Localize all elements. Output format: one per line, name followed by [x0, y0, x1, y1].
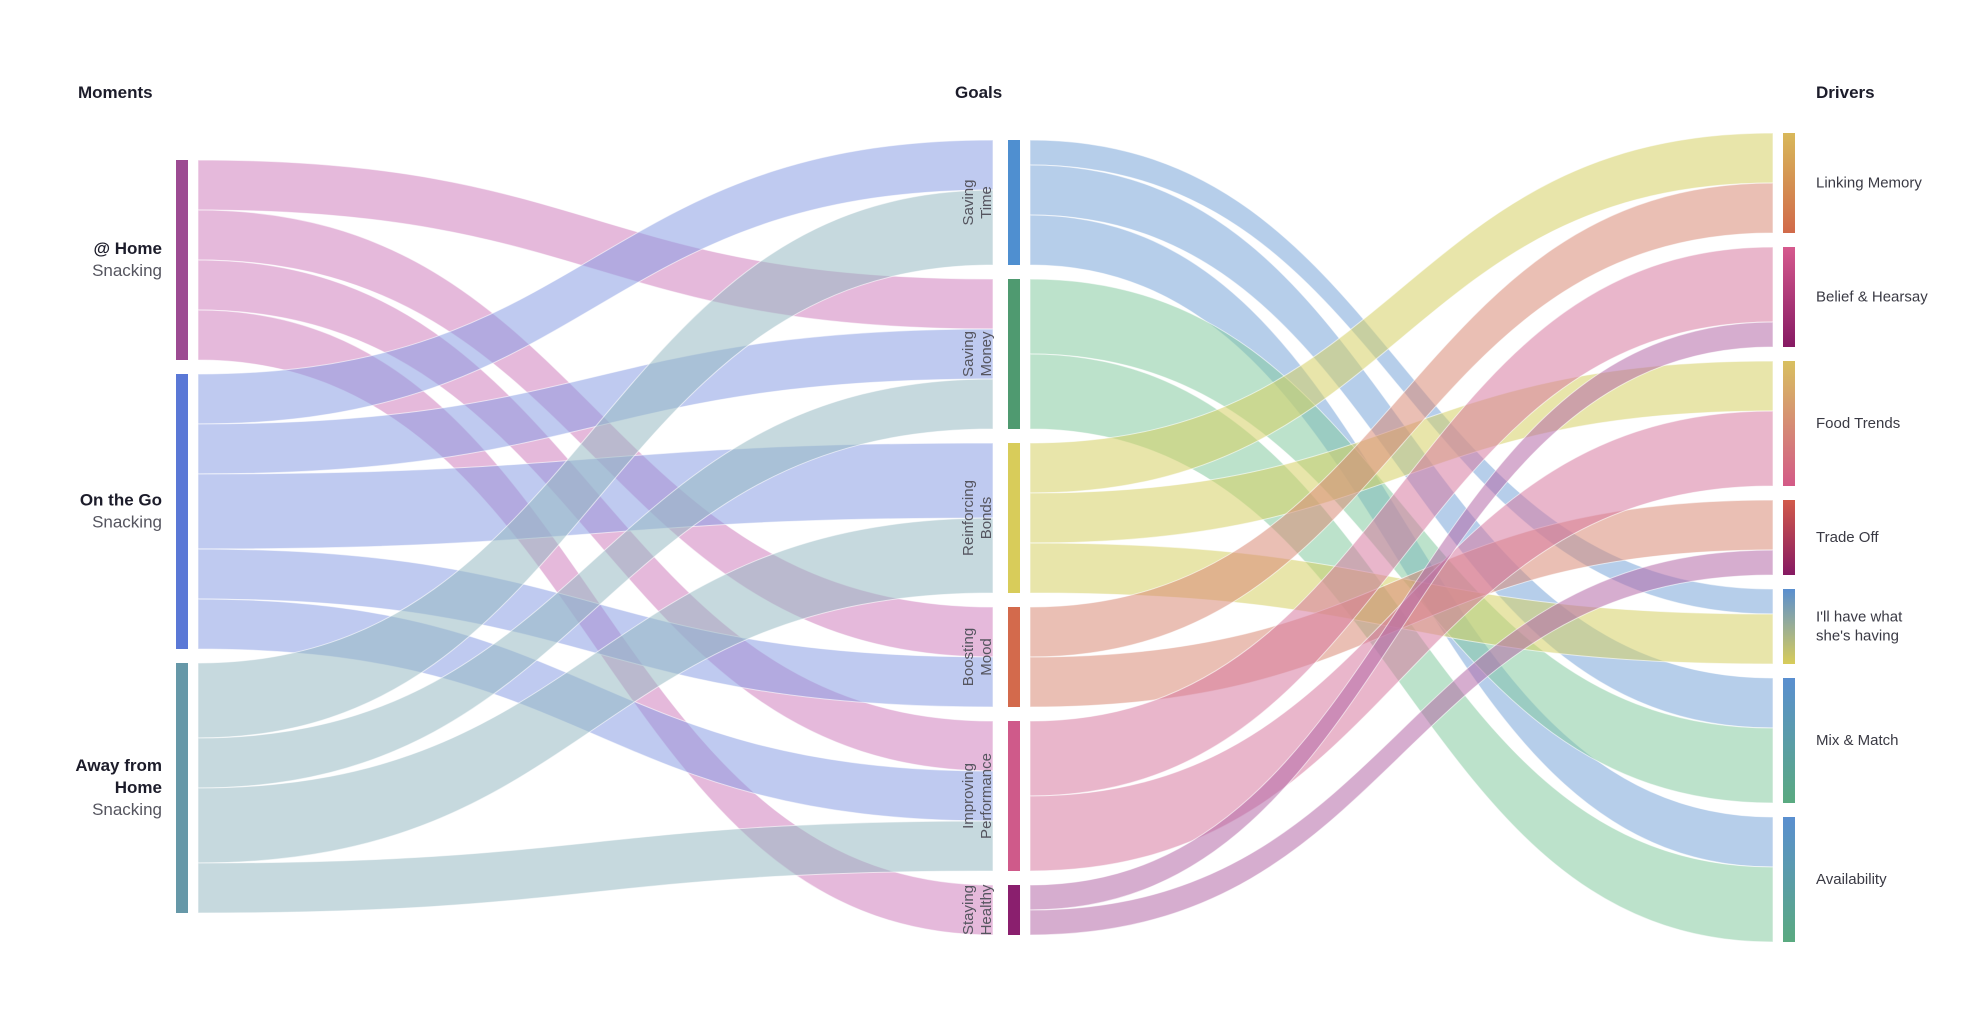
- moment-node-away: [176, 663, 188, 913]
- goal-node-mood: [1008, 607, 1020, 707]
- goal-label-line: Saving: [960, 331, 977, 377]
- labels: @ Home Snacking On the Go Snacking Away from…: [75, 175, 1928, 936]
- driver-label-trends: Food Trends: [1816, 415, 1900, 432]
- goal-label-line: Improving: [960, 763, 977, 829]
- driver-node-have: [1783, 589, 1795, 664]
- moment-label-away: Home: [115, 778, 162, 797]
- moment-label-home: Snacking: [92, 261, 162, 280]
- driver-label-avail: Availability: [1816, 871, 1887, 888]
- goal-label-health: Staying Healthy: [960, 884, 995, 935]
- moment-label-home: @ Home: [93, 239, 162, 258]
- goal-node-bonds: [1008, 443, 1020, 593]
- moment-label-go: On the Go: [80, 491, 162, 510]
- flows-moments-to-goals: [197, 139, 994, 936]
- nodes: [176, 133, 1795, 942]
- goal-label-line: Healthy: [978, 884, 995, 935]
- driver-node-tradeoff: [1783, 500, 1795, 575]
- flow-away-to-bonds: [197, 517, 994, 864]
- goal-label-line: Staying: [960, 885, 977, 935]
- driver-node-trends: [1783, 361, 1795, 486]
- driver-label-have: I'll have what: [1816, 609, 1903, 626]
- goal-label-time: Saving Time: [960, 180, 995, 226]
- goal-label-line: Boosting: [960, 628, 977, 686]
- moment-label-away: Away from: [75, 756, 162, 775]
- goal-label-line: Performance: [978, 753, 995, 839]
- drivers-column-header: Drivers: [1816, 83, 1875, 102]
- goal-label-line: Time: [978, 186, 995, 219]
- goal-label-mood: Boosting Mood: [960, 628, 995, 686]
- flows-goals-to-drivers: [1029, 132, 1774, 943]
- goal-label-line: Money: [978, 331, 995, 377]
- driver-label-belief: Belief & Hearsay: [1816, 289, 1928, 306]
- moment-label-away: Snacking: [92, 800, 162, 819]
- goal-label-money: Saving Money: [960, 331, 995, 377]
- flow-away-to-money: [197, 378, 994, 789]
- flow-mood-to-linking: [1029, 182, 1774, 658]
- goal-node-time: [1008, 140, 1020, 265]
- goal-label-line: Saving: [960, 180, 977, 226]
- moment-label-go: Snacking: [92, 513, 162, 532]
- driver-node-mix: [1783, 678, 1795, 803]
- goal-label-line: Bonds: [978, 497, 995, 540]
- driver-node-belief: [1783, 247, 1795, 347]
- flow-health-to-tradeoff: [1029, 549, 1774, 936]
- moment-node-home: [176, 160, 188, 360]
- driver-label-have: she's having: [1816, 628, 1899, 645]
- driver-label-tradeoff: Trade Off: [1816, 529, 1879, 546]
- flow-health-to-belief: [1029, 321, 1774, 911]
- flow-away-to-perf: [197, 820, 994, 914]
- goal-label-line: Reinforcing: [960, 480, 977, 556]
- driver-node-linking: [1783, 133, 1795, 233]
- driver-label-mix: Mix & Match: [1816, 732, 1899, 749]
- goal-label-line: Mood: [978, 638, 995, 676]
- goal-node-money: [1008, 279, 1020, 429]
- goals-column-header: Goals: [955, 83, 1002, 102]
- driver-node-avail: [1783, 817, 1795, 942]
- goal-node-perf: [1008, 721, 1020, 871]
- driver-label-linking: Linking Memory: [1816, 175, 1922, 192]
- goal-label-perf: Improving Performance: [960, 753, 995, 839]
- moments-column-header: Moments: [78, 83, 153, 102]
- flow-away-to-time: [197, 189, 994, 739]
- moment-node-go: [176, 374, 188, 649]
- goal-label-bonds: Reinforcing Bonds: [960, 480, 995, 556]
- goal-node-health: [1008, 885, 1020, 935]
